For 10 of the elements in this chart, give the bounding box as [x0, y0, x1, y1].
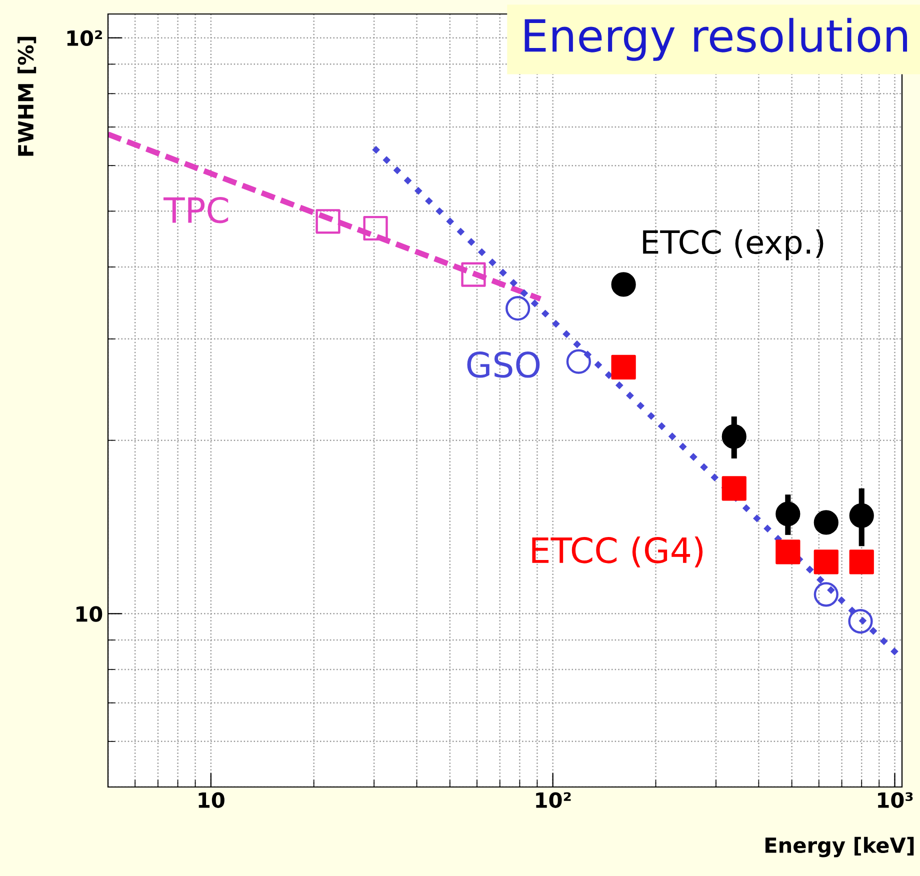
- x-tick-label: 10³: [878, 792, 913, 808]
- y-axis-title: FWHM [%]: [18, 36, 36, 156]
- series-label: GSO: [467, 352, 540, 378]
- x-tick-label: 10: [198, 792, 224, 808]
- series-label: ETCC (G4): [532, 536, 703, 568]
- text: TPC: [163, 196, 228, 224]
- chart-title: Energy resolution: [524, 18, 908, 61]
- x-tick-label: 10²: [536, 792, 571, 808]
- x-axis-title: Energy [keV]: [766, 836, 914, 858]
- series-label: ETCC (exp.): [643, 229, 824, 260]
